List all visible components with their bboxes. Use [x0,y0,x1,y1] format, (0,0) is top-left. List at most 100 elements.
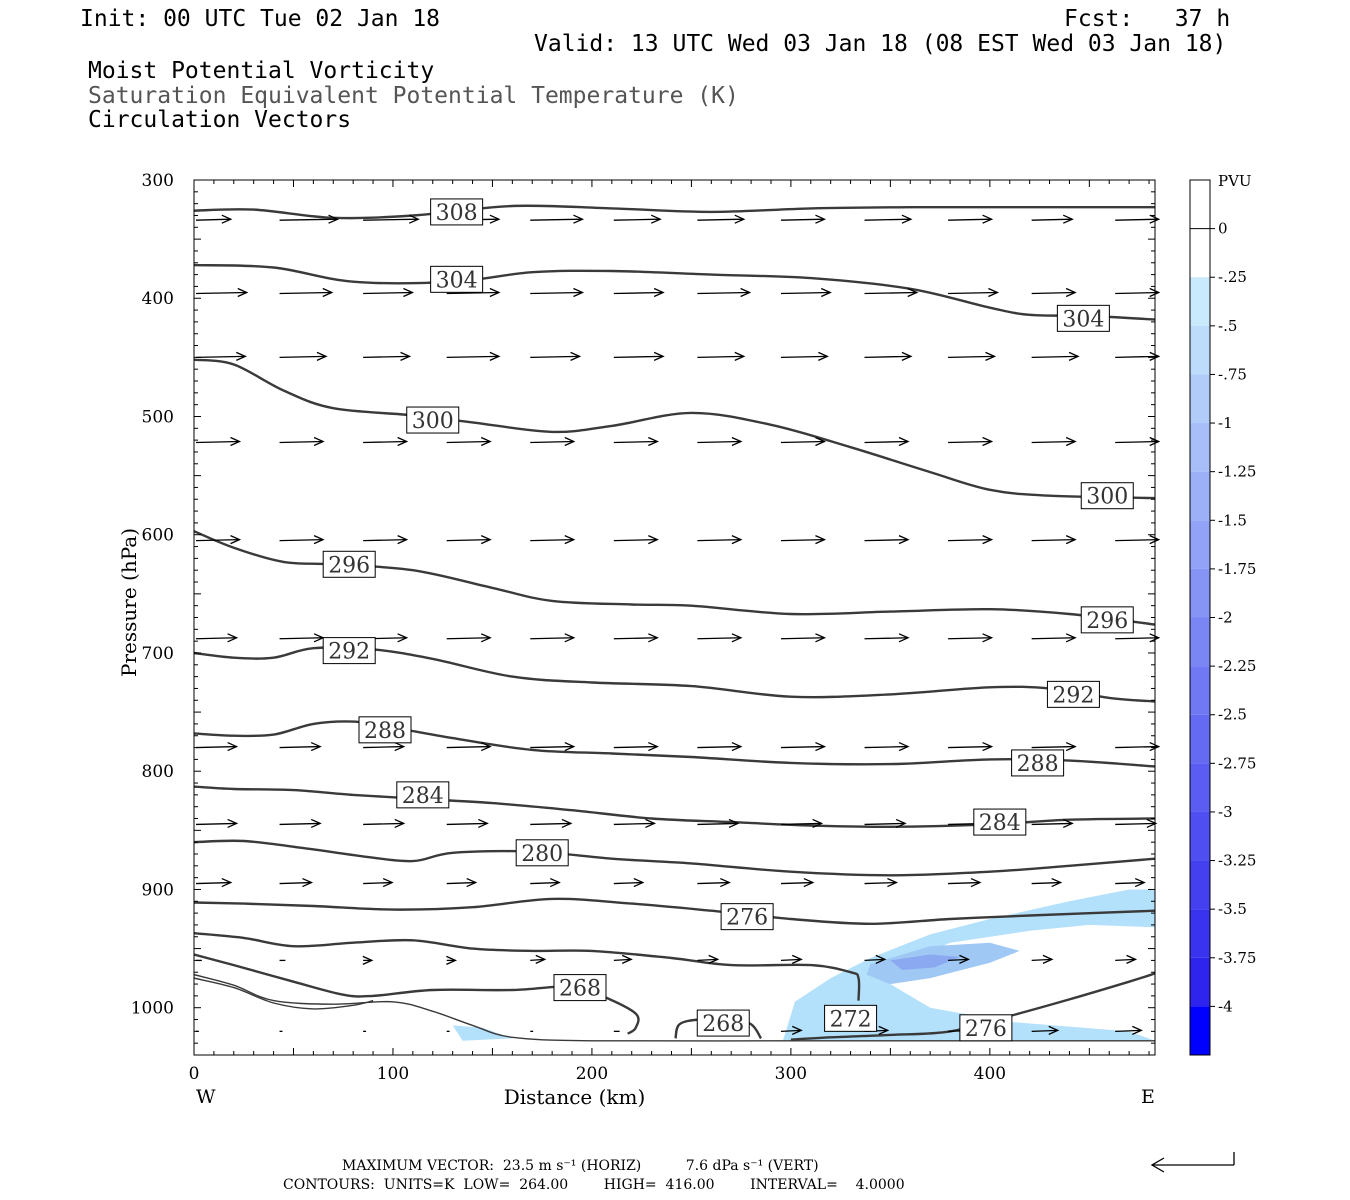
vector-head [740,287,752,298]
field-title-theta-es: Saturation Equivalent Potential Temperat… [88,83,739,109]
vector-head [875,954,887,964]
vector-head [1132,1025,1143,1035]
vector-head [328,214,340,224]
vector-head [621,954,633,964]
vector-shaft [613,881,643,885]
theta-es-contour-280 [194,839,1155,877]
colorbar-swatch [1190,374,1210,424]
circulation-vector [1115,287,1161,298]
vector-head [1149,633,1161,643]
vector-head [313,436,325,447]
vector-head [230,535,242,545]
circulation-vector [948,287,999,298]
vector-shaft [948,291,998,295]
circulation-vector [1115,214,1161,224]
vector-head [382,877,394,888]
vector-head [1149,436,1161,447]
circulation-vector [1115,741,1161,752]
contour-label: 304 [430,265,484,293]
vector-shaft [697,538,741,542]
vector-head [227,633,239,643]
circulation-vector [446,633,492,643]
vector-shaft [864,218,911,221]
contour-label-text: 284 [402,784,444,809]
circulation-vector [613,954,633,964]
contour-label-box [406,406,460,434]
contour-label: 292 [322,637,376,665]
vector-shaft [948,881,981,885]
circulation-vector [780,1025,803,1035]
contour-label-box [973,808,1027,836]
colorbar-swatch [1190,520,1210,569]
contour-label-box [1046,680,1100,708]
circulation-vector [446,741,492,752]
circulation-vector [697,877,731,888]
colorbar-tick-label: -2.5 [1218,706,1247,724]
circulation-vector [195,818,239,829]
circulation-vector [363,351,412,361]
vector-shaft [279,745,321,749]
vector-head [901,214,913,224]
circulation-vector [697,436,743,447]
vector-head [310,741,322,752]
vector-head [1149,535,1161,545]
circulation-vector [780,633,827,643]
vector-head [653,351,665,361]
vector-shaft [948,745,992,749]
vector-shaft [1115,218,1159,221]
colorbar-swatch [1190,471,1210,521]
vector-head [803,877,815,888]
contour-label-text: 300 [412,409,454,434]
vector-head [650,214,662,224]
circulation-vector [864,818,907,829]
circulation-vector [780,818,824,829]
colorbar-tick-label: -1.75 [1218,560,1256,578]
circulation-vector [780,877,815,888]
vector-head [898,535,910,545]
circulation-vector [780,436,827,447]
circulation-vector [279,877,314,888]
vector-shaft [1031,218,1073,221]
vector-shaft [1115,637,1159,640]
contour-label-text: 308 [436,201,478,226]
circulation-vector [1115,436,1161,447]
vector-head [408,214,420,224]
vector-head [1065,287,1077,298]
colorbar-swatch [1190,617,1210,667]
theta-es-contour-300 [194,358,1155,500]
circulation-vector [363,214,420,224]
vector-shaft [1115,745,1159,749]
vector-shaft [363,218,419,221]
vector-shaft [530,958,545,962]
y-tick-label: 400 [142,289,174,309]
circulation-vector [613,633,659,643]
vector-shaft [864,291,917,295]
vector-shaft [279,538,324,542]
colorbar-tick-label: -1.5 [1218,511,1247,529]
circulation-vector [613,741,659,752]
contour-label-text: 304 [436,268,478,293]
contour-label: 288 [358,716,412,744]
contour-label-box [720,903,774,931]
vector-shaft [948,637,992,640]
circulation-vector [195,741,239,752]
vector-shaft [780,291,831,295]
contour-label-box [515,839,569,867]
vector-shaft [864,745,909,749]
vector-shaft [948,440,992,444]
colorbar-swatch [1190,325,1210,375]
circulation-vector [697,741,743,752]
contour-label-text: 276 [965,1017,1007,1042]
vector-head [221,877,233,888]
circulation-vector [279,818,322,829]
vector-shaft [530,881,560,885]
theta-es-contour-296 [194,530,1155,626]
circulation-vector [1031,535,1077,545]
vector-shaft [780,822,822,826]
colorbar-swatch [1190,909,1210,958]
y-tick-label: 1000 [131,999,174,1019]
colorbar-tick-label: -1.25 [1218,463,1256,481]
vector-head [1126,954,1138,964]
circulation-vector [697,214,746,224]
contour-label-text: 268 [702,1012,744,1037]
